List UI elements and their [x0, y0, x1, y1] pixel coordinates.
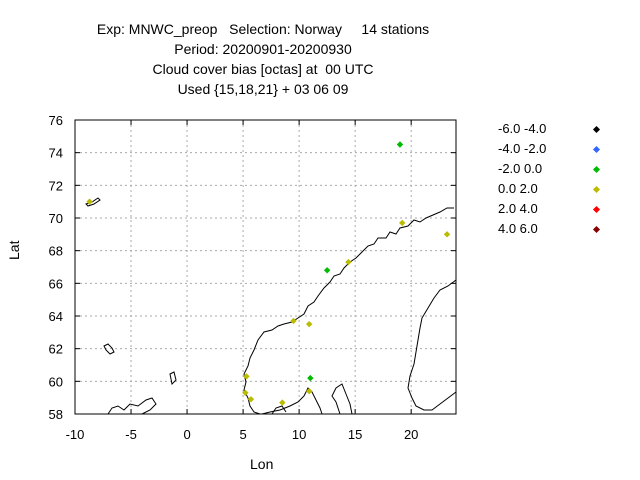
y-tick-label: 74	[49, 146, 63, 161]
station-point	[279, 399, 286, 406]
station-point	[306, 320, 313, 328]
y-tick-label: 70	[49, 211, 63, 226]
plot-frame	[74, 119, 457, 415]
scandinavia-coastline	[243, 207, 454, 415]
title-line-4: Used {15,18,21} + 03 06 09	[177, 81, 349, 97]
station-point	[243, 373, 250, 380]
legend-label: 0.0 2.0	[498, 181, 538, 196]
y-tick-label: 66	[49, 276, 63, 291]
station-point	[242, 389, 249, 396]
station-point	[323, 267, 331, 274]
legend-label: -4.0 -2.0	[498, 141, 547, 156]
sweden-finland-coast	[407, 279, 457, 411]
scotland-coast	[107, 397, 157, 415]
title-line-3: Cloud cover bias [octas] at 00 UTC	[152, 61, 374, 77]
faroe-islands	[103, 343, 115, 355]
station-point	[307, 374, 314, 382]
south-coastline	[261, 387, 323, 415]
y-tick-label: 58	[49, 407, 63, 422]
station-point	[290, 317, 297, 325]
x-tick-label: 5	[239, 427, 246, 442]
x-axis-label: Lon	[250, 456, 274, 472]
y-tick-label: 64	[49, 309, 63, 324]
station-point	[306, 387, 313, 395]
legend-label: 2.0 4.0	[498, 201, 538, 216]
station-point	[345, 258, 352, 266]
gridlines	[75, 120, 456, 414]
station-point	[399, 219, 406, 227]
shetland	[169, 371, 177, 386]
title-line-1: Exp: MNWC_preop Selection: Norway 14 sta…	[96, 21, 430, 37]
y-tick-label: 62	[49, 342, 63, 357]
denmark-coast	[271, 405, 287, 415]
station-point	[86, 198, 93, 205]
x-tick-label: -10	[66, 427, 85, 442]
x-tick-label: 10	[292, 427, 306, 442]
y-axis-label: Lat	[6, 240, 22, 260]
station-points	[86, 141, 451, 406]
y-tick-label: 60	[49, 374, 63, 389]
y-tick-label: 68	[49, 244, 63, 259]
station-point	[443, 231, 451, 238]
gulf-coast	[331, 383, 353, 415]
legend-label: -6.0 -4.0	[498, 121, 547, 136]
x-tick-label: 0	[183, 427, 190, 442]
coastline	[85, 197, 457, 415]
station-point	[247, 396, 255, 403]
y-tick-label: 76	[49, 113, 63, 128]
axes: -10 -5 0 5 10 15 20 58 60 62 64 66 68 70 72 74 76	[49, 113, 457, 442]
title-line-2: Period: 20200901-20200930	[174, 41, 352, 57]
x-tick-label: -5	[125, 427, 137, 442]
legend-label: -2.0 0.0	[498, 161, 543, 176]
y-tick-label: 72	[49, 178, 63, 193]
x-tick-label: 20	[404, 427, 418, 442]
x-tick-label: 15	[348, 427, 362, 442]
station-point	[396, 141, 404, 148]
legend-label: 4.0 6.0	[498, 221, 538, 236]
